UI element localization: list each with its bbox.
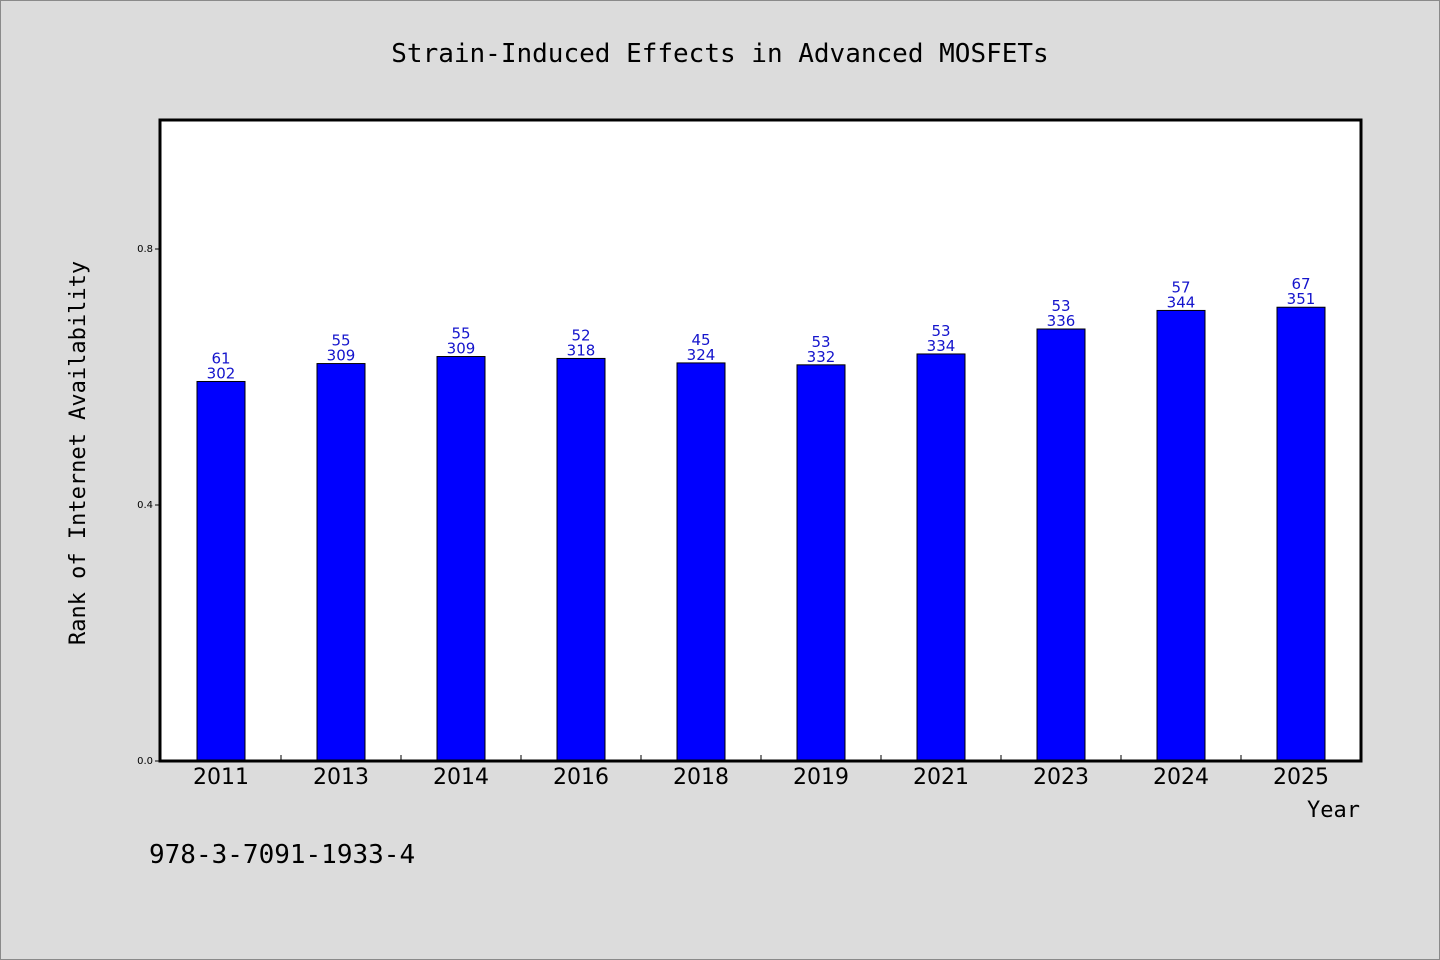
x-tick-label: 2013 (313, 765, 369, 790)
bar-label-top: 53 (1051, 297, 1070, 315)
bar (1156, 309, 1206, 762)
bar-label-bottom: 344 (1167, 293, 1196, 311)
bar (1036, 328, 1086, 762)
bar-label-top: 57 (1171, 278, 1190, 296)
bar-label-top: 45 (691, 331, 710, 349)
bar (556, 357, 606, 762)
y-axis: 0.0 0.4 0.8 (137, 244, 161, 767)
x-tick-label: 2024 (1153, 765, 1209, 790)
bar (1276, 306, 1326, 762)
bar-series (196, 306, 1326, 762)
x-tick-label: 2025 (1273, 765, 1329, 790)
footnote-isbn: 978-3-7091-1933-4 (149, 840, 415, 870)
bar-label-bottom: 318 (567, 341, 596, 359)
bar (436, 356, 486, 762)
bar (916, 353, 966, 762)
y-axis-label: Rank of Internet Availability (66, 261, 91, 645)
x-tick-label: 2014 (433, 765, 489, 790)
bar-label-top: 52 (571, 326, 590, 344)
bar-label-bottom: 351 (1287, 290, 1316, 308)
bar-label-top: 67 (1291, 275, 1310, 293)
bar-label-top: 61 (211, 349, 230, 367)
y-tick-label: 0.0 (137, 756, 153, 767)
bar-label-bottom: 309 (327, 347, 356, 365)
x-tick-label: 2023 (1033, 765, 1089, 790)
chart-title: Strain-Induced Effects in Advanced MOSFE… (391, 39, 1048, 69)
x-axis-label: Year (1307, 798, 1360, 823)
plot-frame (158, 118, 1363, 763)
x-axis: 2011 2013 2014 2016 2018 2019 2021 2023 2024 2025 (193, 755, 1329, 790)
bar-label-bottom: 309 (447, 340, 476, 358)
bar-label-top: 53 (811, 333, 830, 351)
bar (196, 380, 246, 762)
bar-label-top: 55 (451, 325, 470, 343)
bar-label-top: 55 (331, 332, 350, 350)
bar-label-bottom: 336 (1047, 312, 1076, 330)
y-tick-label: 0.4 (137, 500, 153, 511)
bar-label-bottom: 302 (207, 364, 236, 382)
x-tick-label: 2011 (193, 765, 249, 790)
x-tick-label: 2019 (793, 765, 849, 790)
bar-label-top: 53 (931, 322, 950, 340)
x-tick-label: 2018 (673, 765, 729, 790)
x-tick-label: 2021 (913, 765, 969, 790)
bar-label-bottom: 334 (927, 337, 956, 355)
x-tick-label: 2016 (553, 765, 609, 790)
bar (316, 363, 366, 762)
y-tick-label: 0.8 (137, 244, 153, 255)
bar (796, 364, 846, 762)
bar-label-bottom: 332 (807, 348, 836, 366)
bar (676, 362, 726, 762)
bar-label-bottom: 324 (687, 346, 716, 364)
